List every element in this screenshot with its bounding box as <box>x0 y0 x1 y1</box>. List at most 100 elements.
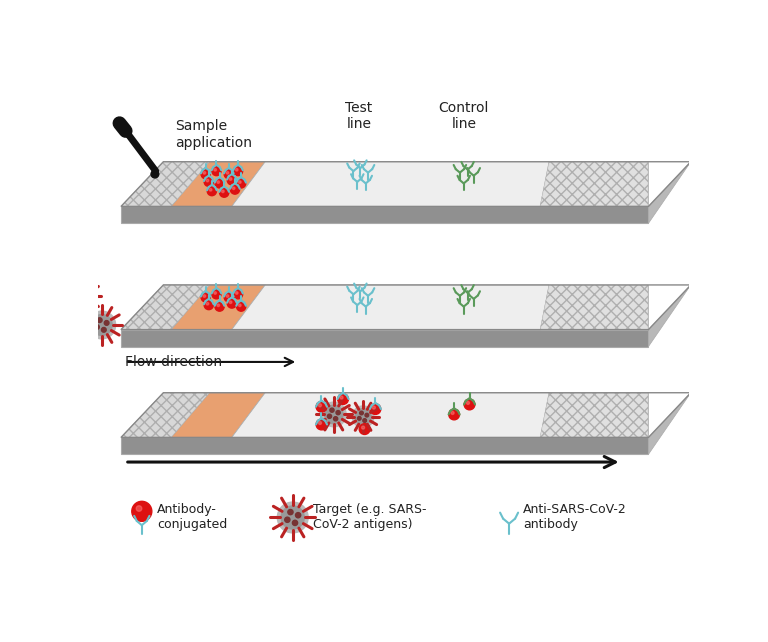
Circle shape <box>70 318 74 322</box>
Circle shape <box>215 302 224 311</box>
Circle shape <box>212 290 221 299</box>
Circle shape <box>316 419 327 430</box>
Circle shape <box>233 290 243 299</box>
Circle shape <box>372 406 376 409</box>
Polygon shape <box>232 162 549 206</box>
Circle shape <box>449 409 459 420</box>
Circle shape <box>214 168 217 171</box>
Circle shape <box>74 296 78 301</box>
Circle shape <box>204 177 214 186</box>
Circle shape <box>355 409 371 425</box>
Polygon shape <box>171 162 265 206</box>
Circle shape <box>239 181 241 184</box>
Circle shape <box>230 178 232 180</box>
Circle shape <box>204 300 214 309</box>
Circle shape <box>359 411 363 415</box>
Text: Control
line: Control line <box>439 101 489 131</box>
Circle shape <box>333 417 338 421</box>
Circle shape <box>327 414 332 419</box>
Circle shape <box>224 293 233 302</box>
Circle shape <box>357 417 361 421</box>
Polygon shape <box>121 162 210 206</box>
Polygon shape <box>541 285 648 329</box>
Circle shape <box>237 178 246 188</box>
Circle shape <box>63 315 68 320</box>
Circle shape <box>336 410 340 415</box>
Circle shape <box>217 181 220 184</box>
Text: Target (e.g. SARS-
CoV-2 antigens): Target (e.g. SARS- CoV-2 antigens) <box>313 503 426 532</box>
Polygon shape <box>541 162 648 206</box>
Circle shape <box>236 291 238 294</box>
Circle shape <box>206 179 209 182</box>
Circle shape <box>57 311 78 333</box>
Circle shape <box>203 295 206 297</box>
Circle shape <box>203 171 206 174</box>
Polygon shape <box>541 285 648 329</box>
Circle shape <box>285 517 290 523</box>
Circle shape <box>365 413 369 417</box>
Circle shape <box>230 301 232 304</box>
Circle shape <box>236 168 238 171</box>
Polygon shape <box>648 393 691 455</box>
Circle shape <box>340 396 343 399</box>
Polygon shape <box>121 285 210 329</box>
Circle shape <box>201 293 210 302</box>
Circle shape <box>293 520 298 526</box>
Circle shape <box>101 327 106 332</box>
Circle shape <box>359 424 370 435</box>
Circle shape <box>319 404 322 407</box>
Circle shape <box>239 304 241 307</box>
Circle shape <box>224 169 233 178</box>
Circle shape <box>94 325 99 329</box>
Circle shape <box>222 190 224 193</box>
Circle shape <box>71 286 91 307</box>
Circle shape <box>466 401 469 404</box>
Polygon shape <box>121 329 648 347</box>
Circle shape <box>325 405 343 424</box>
Circle shape <box>233 187 235 189</box>
Circle shape <box>362 419 366 422</box>
Polygon shape <box>121 162 210 206</box>
Circle shape <box>207 186 217 196</box>
Circle shape <box>53 308 81 336</box>
Circle shape <box>136 506 142 511</box>
Polygon shape <box>232 393 549 437</box>
Polygon shape <box>541 162 648 206</box>
Circle shape <box>67 324 71 329</box>
Polygon shape <box>648 285 691 347</box>
Circle shape <box>201 169 210 178</box>
Circle shape <box>209 189 212 191</box>
Circle shape <box>227 176 237 185</box>
Circle shape <box>319 421 322 424</box>
Circle shape <box>151 170 159 178</box>
Circle shape <box>91 315 112 335</box>
Text: Sample
application: Sample application <box>175 119 252 150</box>
Circle shape <box>281 506 304 529</box>
Polygon shape <box>648 162 691 223</box>
Polygon shape <box>121 393 210 437</box>
Circle shape <box>98 318 102 322</box>
Circle shape <box>67 282 94 310</box>
Polygon shape <box>541 393 648 437</box>
Text: Test
line: Test line <box>346 101 372 131</box>
Circle shape <box>288 510 293 515</box>
Circle shape <box>227 171 229 174</box>
Circle shape <box>77 290 81 294</box>
Circle shape <box>84 292 88 297</box>
Circle shape <box>217 304 220 307</box>
Circle shape <box>215 178 224 188</box>
Polygon shape <box>121 206 648 223</box>
Text: Anti-SARS-CoV-2
antibody: Anti-SARS-CoV-2 antibody <box>523 503 627 532</box>
Polygon shape <box>232 285 549 329</box>
Circle shape <box>464 399 475 410</box>
Polygon shape <box>171 393 265 437</box>
Polygon shape <box>541 393 648 437</box>
Polygon shape <box>121 285 210 329</box>
Circle shape <box>206 302 209 305</box>
Circle shape <box>338 394 349 404</box>
Circle shape <box>370 404 381 415</box>
Circle shape <box>316 401 327 412</box>
Text: Flow direction: Flow direction <box>125 355 222 369</box>
Circle shape <box>214 291 217 294</box>
Circle shape <box>330 408 334 412</box>
